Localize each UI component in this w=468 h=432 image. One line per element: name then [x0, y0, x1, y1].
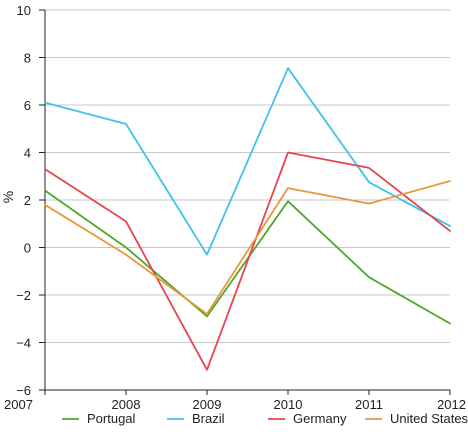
y-tick-label: 2: [24, 193, 31, 208]
series-lines: [44, 67, 451, 371]
x-tick-label: 2010: [274, 397, 303, 412]
x-tick-label: 2011: [355, 397, 383, 412]
series-line-germany: [44, 151, 451, 371]
legend-label: Brazil: [192, 411, 225, 426]
x-tick-label: 2012: [437, 397, 466, 412]
series-line-united-states: [44, 180, 451, 315]
x-tick-label: 2008: [112, 397, 141, 412]
y-tick-label: 10: [17, 3, 31, 18]
x-tick-label: 2007: [4, 397, 33, 412]
grid-lines: [45, 9, 450, 343]
legend-item: Portugal: [62, 411, 136, 426]
y-tick-label: −4: [16, 336, 31, 351]
y-tick-labels: −6 −4 −2 0 2 4 6 8 10: [16, 3, 31, 398]
y-tick-label: 6: [24, 98, 31, 113]
legend-item: Brazil: [167, 411, 225, 426]
x-tick-labels: 2007 2008 2009 2010 2011 2012: [4, 397, 466, 412]
legend-label: Germany: [293, 411, 347, 426]
y-axis-label: %: [0, 191, 16, 203]
legend-item: Germany: [268, 411, 347, 426]
series-line-brazil: [44, 67, 451, 256]
series-line-portugal: [44, 189, 451, 325]
x-tick-label: 2009: [193, 397, 222, 412]
legend-label: Portugal: [87, 411, 136, 426]
y-tick-label: 0: [24, 241, 31, 256]
legend-label: United States: [390, 411, 468, 426]
y-tick-label: 4: [24, 146, 31, 161]
legend: Portugal Brazil Germany United States: [62, 411, 468, 426]
axes: [39, 9, 451, 395]
legend-item: United States: [365, 411, 468, 426]
y-tick-label: −2: [16, 288, 31, 303]
y-tick-label: −6: [16, 383, 31, 398]
y-tick-label: 8: [24, 51, 31, 66]
